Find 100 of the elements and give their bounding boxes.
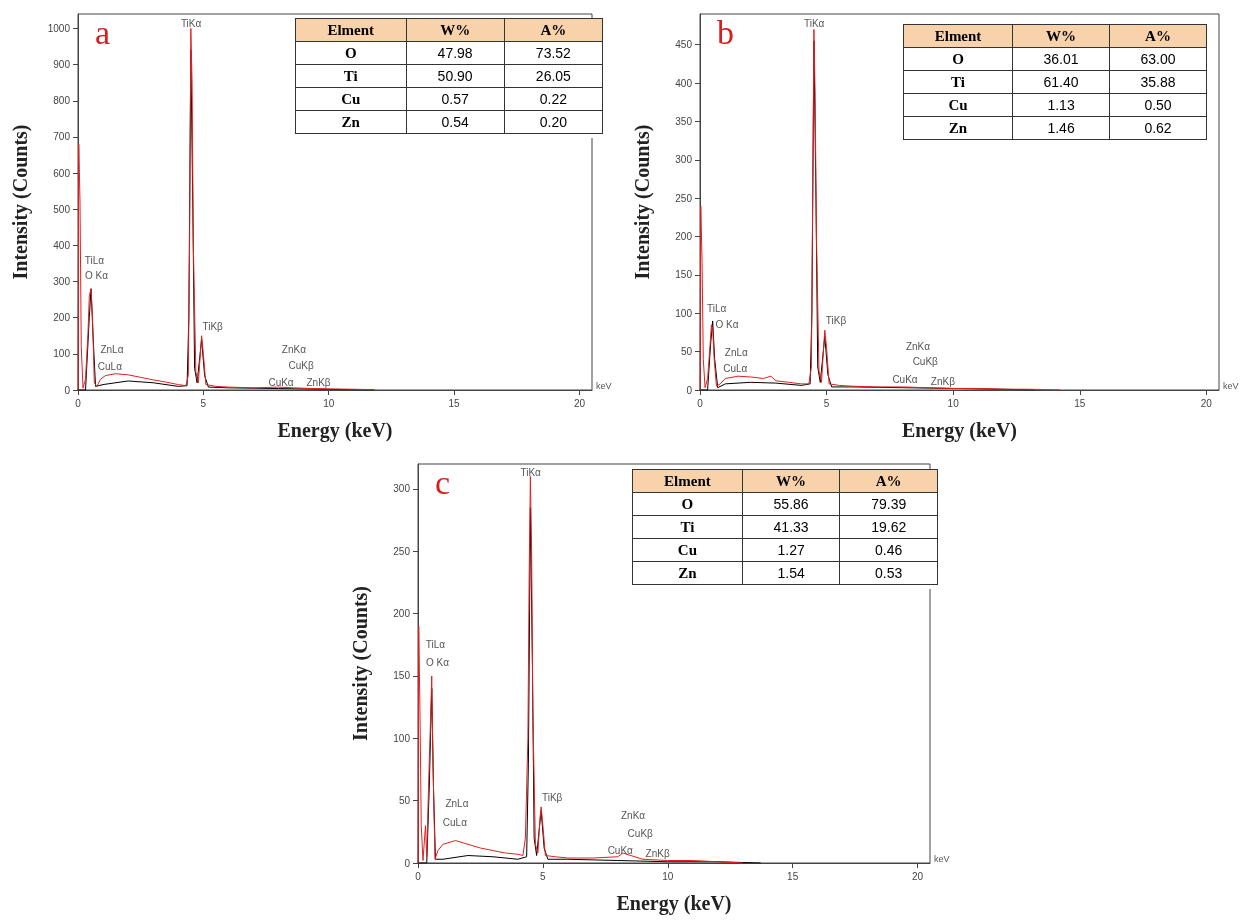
y-tick-label: 250 bbox=[393, 545, 411, 557]
annotation: TiKα bbox=[803, 17, 825, 29]
series-label: W% bbox=[1012, 24, 1110, 48]
data-label: 19.62 bbox=[839, 515, 938, 539]
chart-title: b bbox=[717, 13, 734, 51]
data-label: 26.05 bbox=[504, 64, 603, 88]
annotation: TiLα bbox=[425, 639, 446, 651]
text: keV bbox=[596, 380, 612, 391]
annotation: O Kα bbox=[425, 657, 450, 669]
y-tick-label: 100 bbox=[53, 348, 71, 360]
category-label: Zn bbox=[295, 110, 407, 134]
annotation: ZnKβ bbox=[645, 848, 670, 860]
text: A% bbox=[1109, 24, 1207, 48]
annotation: ZnKα bbox=[620, 810, 646, 822]
x-tick-label: 5 bbox=[823, 397, 830, 409]
y-tick-label: 1000 bbox=[47, 22, 71, 34]
y-tick-label: 350 bbox=[675, 115, 693, 127]
y-axis-title: Intensity (Counts) bbox=[349, 585, 372, 742]
x-axis-title: Energy (keV) bbox=[277, 419, 393, 442]
annotation: ZnLα bbox=[724, 346, 749, 358]
y-tick-label: 200 bbox=[675, 231, 693, 243]
y-axis-title: Intensity (Counts) bbox=[631, 124, 654, 280]
annotation: TiKβ bbox=[202, 321, 224, 333]
data-label: 1.46 bbox=[1012, 116, 1110, 140]
text: A% bbox=[839, 469, 938, 493]
category-label: Ti bbox=[903, 70, 1013, 94]
data-label: 61.40 bbox=[1012, 70, 1110, 94]
y-tick-label: 150 bbox=[675, 269, 693, 281]
series-label: W% bbox=[742, 469, 840, 493]
y-tick-label: 250 bbox=[675, 192, 693, 204]
category-label: Cu bbox=[903, 93, 1013, 117]
x-axis-title: Energy (keV) bbox=[616, 892, 732, 915]
data-label: 79.39 bbox=[839, 492, 938, 516]
annotation: TiLα bbox=[84, 254, 105, 266]
data-label: 47.98 bbox=[406, 41, 505, 65]
data-label: 63.00 bbox=[1109, 47, 1207, 71]
y-tick-label: 150 bbox=[393, 670, 411, 682]
category-label: Zn bbox=[903, 116, 1013, 140]
annotation: ZnKβ bbox=[930, 375, 956, 387]
data-label: 1.13 bbox=[1012, 93, 1110, 117]
text: Elment bbox=[632, 469, 743, 493]
annotation: O Kα bbox=[85, 270, 109, 282]
annotation: CuLα bbox=[723, 363, 748, 375]
series-label: W% bbox=[406, 18, 505, 42]
annotation: CuKα bbox=[268, 376, 294, 388]
y-tick-label: 100 bbox=[675, 307, 693, 319]
y-tick-label: 50 bbox=[680, 346, 693, 358]
data-label: 0.50 bbox=[1109, 93, 1207, 117]
data-label: 41.33 bbox=[742, 515, 840, 539]
x-axis-title: Energy (keV) bbox=[902, 419, 1017, 442]
y-tick-label: 500 bbox=[53, 203, 71, 215]
annotation: TiLα bbox=[706, 302, 727, 314]
x-tick-label: 5 bbox=[200, 397, 207, 409]
text: A% bbox=[504, 18, 603, 42]
y-tick-label: 900 bbox=[53, 59, 71, 71]
y-tick-label: 800 bbox=[53, 95, 71, 107]
annotation: ZnLα bbox=[100, 343, 124, 355]
y-tick-label: 0 bbox=[64, 384, 71, 396]
data-label: 0.46 bbox=[839, 538, 938, 562]
annotation: ZnKα bbox=[281, 343, 307, 355]
x-tick-label: 15 bbox=[787, 870, 799, 882]
annotation: CuKα bbox=[892, 374, 918, 386]
data-label: 1.54 bbox=[742, 561, 840, 585]
y-tick-label: 300 bbox=[675, 154, 693, 166]
data-label: 35.88 bbox=[1109, 70, 1207, 94]
data-label: 73.52 bbox=[504, 41, 603, 65]
y-tick-label: 0 bbox=[404, 857, 411, 869]
annotation: CuLα bbox=[442, 816, 468, 828]
annotation: CuKβ bbox=[627, 827, 654, 839]
annotation: CuKβ bbox=[912, 356, 939, 368]
chart-title: a bbox=[95, 13, 111, 51]
category-label: O bbox=[632, 492, 743, 516]
data-label: 36.01 bbox=[1012, 47, 1110, 71]
x-tick-label: 10 bbox=[323, 397, 335, 409]
y-tick-label: 200 bbox=[53, 312, 71, 324]
x-tick-label: 0 bbox=[415, 870, 422, 882]
annotation: TiKα bbox=[180, 17, 202, 29]
data-label: 50.90 bbox=[406, 64, 505, 88]
x-tick-label: 20 bbox=[911, 870, 924, 882]
data-label: 0.22 bbox=[504, 87, 603, 111]
category-label: Ti bbox=[632, 515, 743, 539]
annotation: TiKβ bbox=[825, 315, 847, 327]
x-tick-label: 20 bbox=[1200, 397, 1213, 409]
data-label: 0.54 bbox=[406, 110, 505, 134]
category-label: O bbox=[903, 47, 1013, 71]
text: Elment bbox=[295, 18, 407, 42]
data-label: 55.86 bbox=[742, 492, 840, 516]
x-tick-label: 15 bbox=[448, 397, 461, 409]
y-tick-label: 50 bbox=[398, 795, 411, 807]
x-tick-label: 10 bbox=[662, 870, 674, 882]
y-tick-label: 700 bbox=[53, 131, 71, 143]
y-tick-label: 600 bbox=[53, 167, 71, 179]
category-label: Ti bbox=[295, 64, 407, 88]
text: keV bbox=[934, 853, 950, 864]
annotation: O Kα bbox=[715, 319, 739, 331]
y-tick-label: 100 bbox=[393, 732, 411, 744]
x-tick-label: 15 bbox=[1074, 397, 1086, 409]
category-label: O bbox=[295, 41, 407, 65]
category-label: Cu bbox=[632, 538, 743, 562]
text: Elment bbox=[903, 24, 1013, 48]
